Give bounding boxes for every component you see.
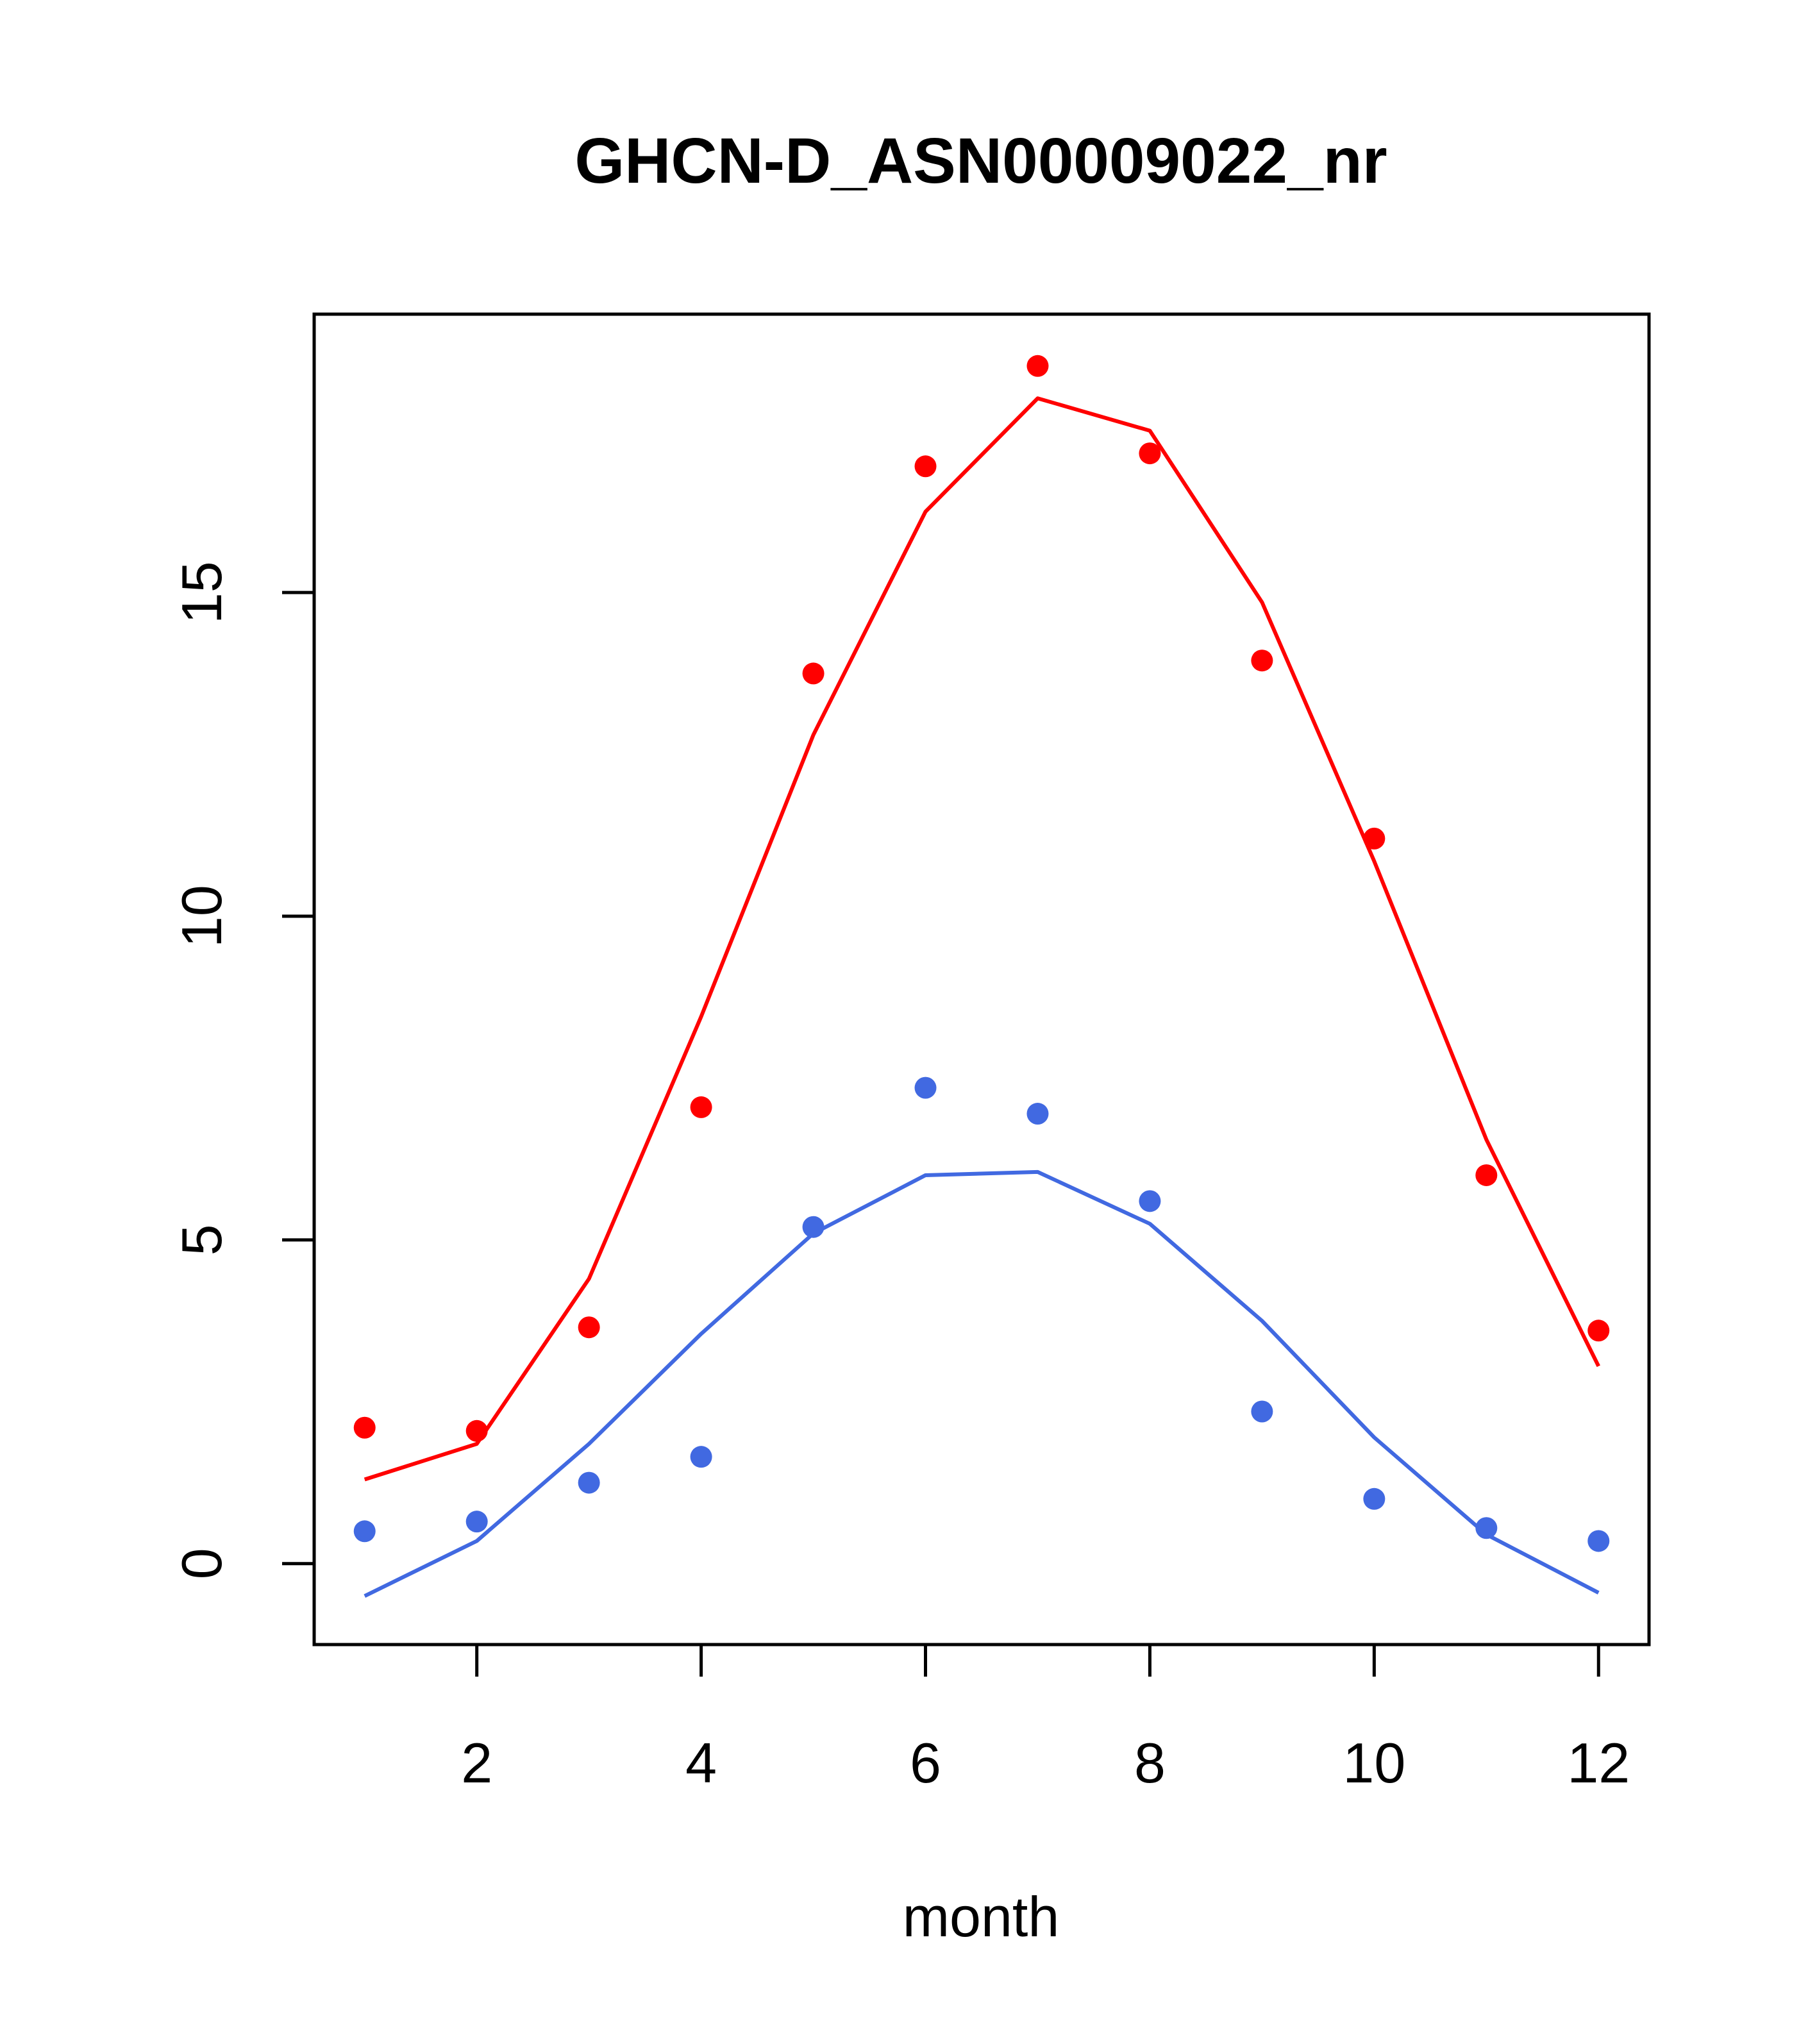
series-1-point <box>1475 1164 1498 1186</box>
y-tick-label: 5 <box>170 1224 233 1255</box>
series-2-point <box>1251 1400 1273 1423</box>
series-2-point <box>802 1216 825 1238</box>
series-1-point <box>1587 1319 1610 1342</box>
series-1-point <box>1139 442 1161 465</box>
series-1-point <box>1251 649 1273 672</box>
series-2-point <box>353 1520 376 1543</box>
plot-frame <box>312 312 1651 1646</box>
x-tick-label: 10 <box>1343 1731 1405 1795</box>
y-tick-label: 15 <box>170 561 233 624</box>
series-2-line <box>364 1169 1600 1598</box>
series-2-point <box>1587 1530 1610 1552</box>
series-1-point <box>1363 827 1386 850</box>
x-tick-label: 12 <box>1567 1731 1630 1795</box>
series-2-point <box>1026 1103 1049 1125</box>
x-tick-label: 6 <box>910 1731 941 1795</box>
x-axis: 2 4 6 8 10 12 <box>461 1643 1630 1795</box>
series-2-point <box>578 1471 600 1494</box>
series-2-point <box>914 1076 937 1099</box>
x-tick-label: 8 <box>1134 1731 1166 1795</box>
x-tick-label: 4 <box>685 1731 717 1795</box>
x-tick-label: 2 <box>461 1731 492 1795</box>
series-1-point <box>1026 355 1049 377</box>
chart-title: GHCN-D_ASN00009022_nr <box>574 125 1387 197</box>
series-1-point <box>914 455 937 478</box>
y-tick-label: 0 <box>170 1548 233 1579</box>
series-1-point <box>578 1316 600 1339</box>
series-1-point <box>802 662 825 685</box>
y-axis: 0 5 10 15 <box>170 561 316 1579</box>
series-layer <box>353 355 1610 1598</box>
series-2-point <box>1475 1517 1498 1539</box>
series-1-point <box>353 1416 376 1439</box>
x-axis-title: month <box>903 1885 1060 1948</box>
series-2-point <box>690 1446 712 1468</box>
series-2-point <box>1139 1190 1161 1212</box>
series-2-point <box>465 1511 488 1533</box>
series-1-point <box>465 1420 488 1442</box>
series-2-point <box>1363 1487 1386 1510</box>
y-tick-label: 10 <box>170 885 233 948</box>
series-1-line <box>364 396 1600 1482</box>
series-1-point <box>690 1096 712 1118</box>
